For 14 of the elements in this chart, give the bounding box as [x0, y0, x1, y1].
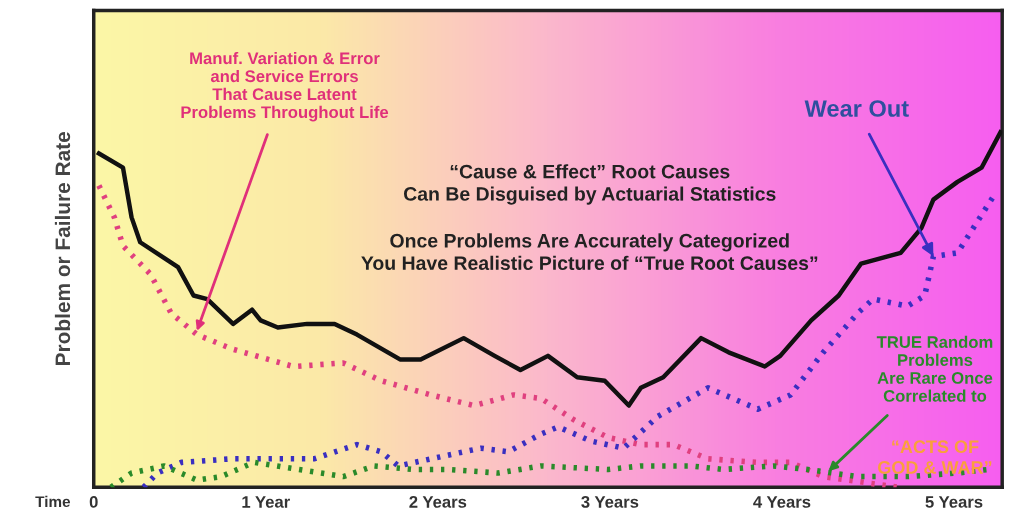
x-tick-label: 3 Years — [581, 496, 639, 508]
annotation: Manuf. Variation & Error and Service Errors That Cause Latent Problems Throughout Life — [181, 51, 389, 122]
annotation: Once Problems Are Accurately Categorized You Have Realistic Picture of “True Root Causes” — [361, 233, 818, 271]
x-tick-label: 1 Year — [242, 496, 290, 508]
x-tick-label: 0 — [89, 496, 98, 508]
annotation: “Cause & Effect” Root Causes Can Be Disguised by Actuarial Statistics — [403, 164, 776, 205]
annotation: Wear Out — [804, 100, 909, 117]
annotation: TRUE Random Problems Are Rare Once Correlated to — [876, 335, 993, 402]
x-axis-title: Time — [35, 495, 71, 508]
y-axis-title: Problem or Failure Rate — [54, 132, 71, 365]
x-tick-label: 2 Years — [409, 496, 467, 508]
x-tick-label: 4 Years — [753, 496, 811, 508]
x-tick-label: 5 Years — [925, 496, 983, 508]
annotation: “ACTS OF GOD & WAR” — [878, 440, 992, 474]
